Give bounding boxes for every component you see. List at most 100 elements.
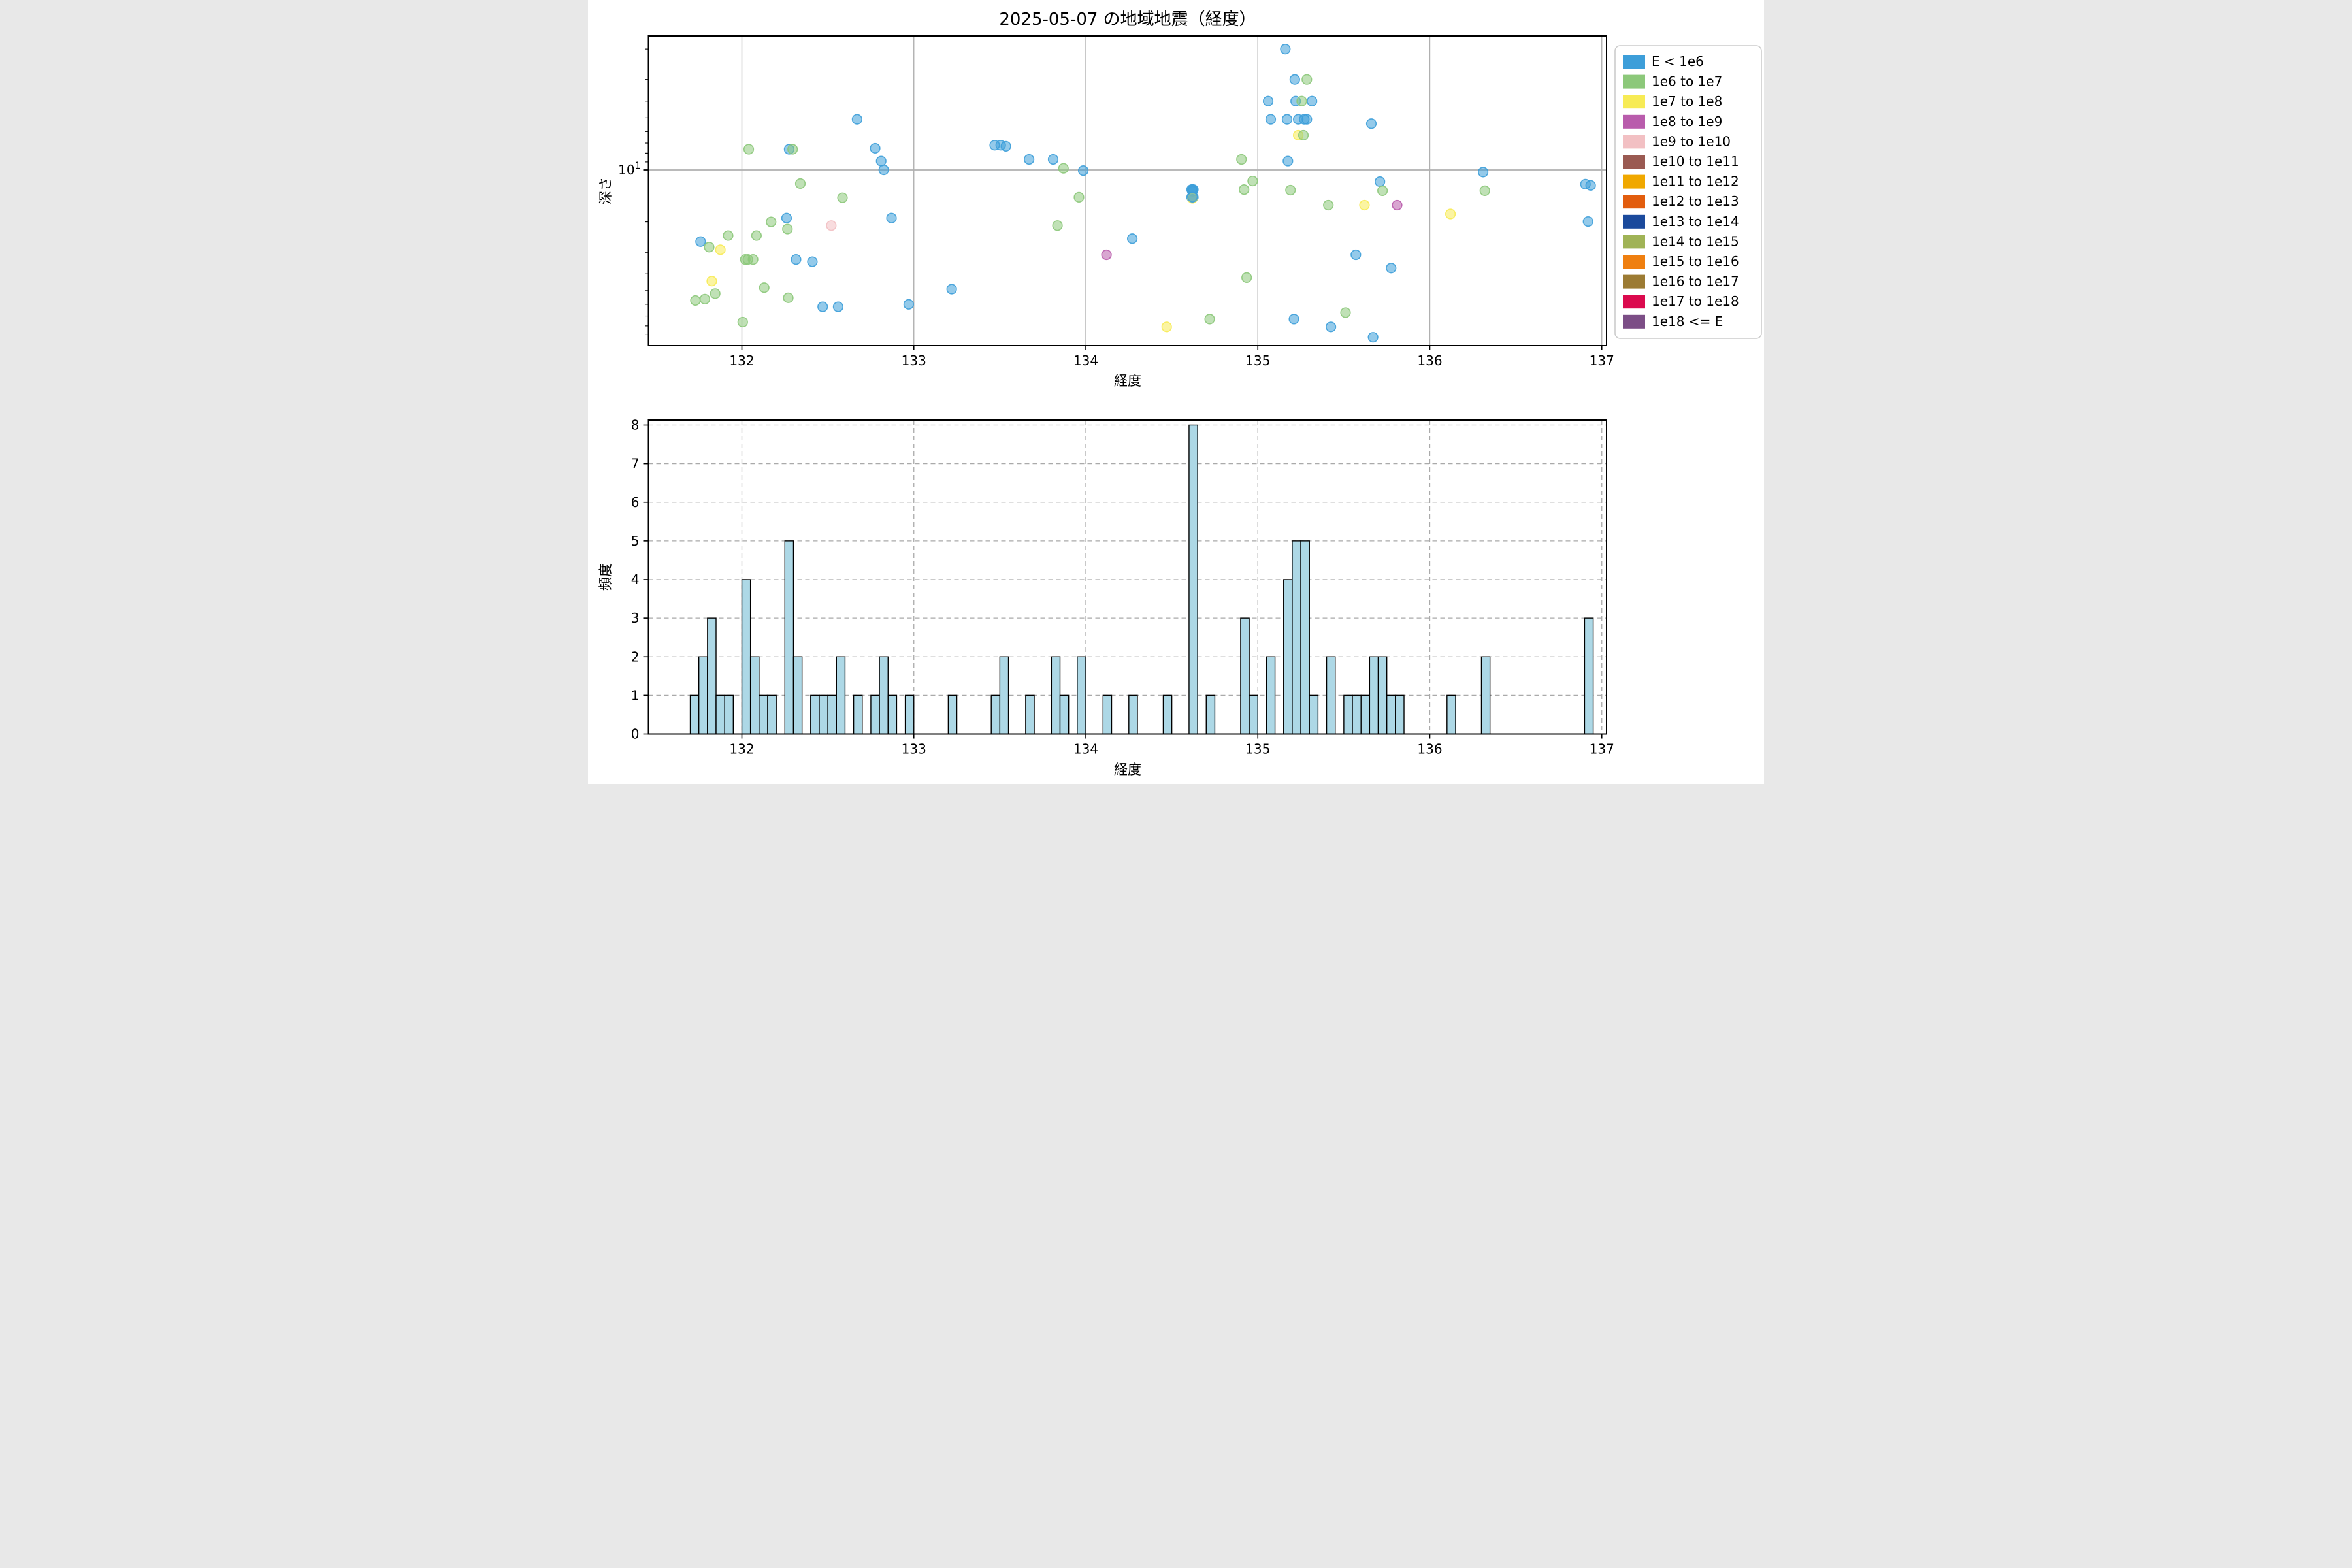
scatter-ticks: 132 133 134 135 136 137 101	[618, 48, 1614, 368]
legend-item-label: 1e12 to 1e13	[1652, 193, 1739, 209]
legend-item-label: 1e16 to 1e17	[1652, 274, 1739, 289]
scatter-point	[837, 192, 848, 203]
legend-item-label: 1e13 to 1e14	[1652, 214, 1739, 229]
histogram-bar	[741, 579, 751, 735]
scatter-legend: E < 1e6 1e6 to 1e7 1e7 to 1e8 1e8 to 1e9 1e9…	[1614, 45, 1762, 339]
scatter-point	[886, 212, 897, 223]
histogram-bar	[1162, 694, 1173, 735]
histogram-bar	[749, 656, 760, 735]
histogram-axes-frame	[647, 419, 1607, 735]
scatter-point	[1285, 184, 1296, 196]
legend-box	[1614, 45, 1762, 339]
scatter-point	[1359, 199, 1370, 211]
scatter-xtick-label-132: 132	[729, 353, 754, 368]
histogram-bar	[759, 694, 768, 735]
hist-xtick-label-132: 132	[729, 742, 754, 757]
scatter-point	[1340, 307, 1351, 318]
scatter-point	[690, 295, 701, 306]
scatter-point	[781, 212, 792, 223]
histogram-bar	[1249, 694, 1258, 735]
scatter-point	[706, 276, 717, 287]
legend-swatch	[1623, 255, 1645, 269]
scatter-point	[875, 155, 887, 167]
legend-swatch	[1623, 274, 1645, 289]
legend-swatch	[1623, 155, 1645, 169]
scatter-point	[826, 220, 837, 231]
scatter-point	[1161, 321, 1172, 333]
scatter-point	[870, 142, 881, 154]
histogram-bar	[1480, 656, 1491, 735]
legend-item-label: 1e6 to 1e7	[1652, 74, 1722, 90]
scatter-xtick-label-134: 134	[1073, 353, 1098, 368]
hist-ytick-label-3: 3	[631, 610, 640, 626]
scatter-point	[1289, 74, 1300, 85]
histogram-bar	[1360, 694, 1371, 735]
legend-item-label: 1e14 to 1e15	[1652, 233, 1739, 249]
scatter-point	[766, 216, 777, 227]
scatter-point	[747, 254, 759, 265]
histogram-bar	[689, 694, 700, 735]
histogram-bar	[1188, 424, 1198, 735]
histogram-bar	[724, 694, 734, 735]
scatter-point	[1375, 176, 1386, 188]
histogram-ticks: 132 133 134 135 136 137 0 1 2 3 4 5 6 7 8	[631, 417, 1614, 757]
histogram-bar	[1266, 656, 1276, 735]
histogram-bar	[1326, 656, 1336, 735]
scatter-point	[1386, 263, 1397, 274]
scatter-xtick-label-133: 133	[902, 353, 926, 368]
scatter-point	[851, 114, 862, 125]
scatter-point	[1478, 167, 1489, 178]
histogram-bar	[904, 694, 915, 735]
scatter-point	[878, 164, 889, 176]
scatter-point	[1301, 74, 1313, 85]
legend-swatch	[1623, 174, 1645, 189]
scatter-point	[699, 293, 711, 304]
scatter-point	[1307, 95, 1318, 106]
legend-item-label: 1e17 to 1e18	[1652, 293, 1739, 309]
legend-swatch	[1623, 95, 1645, 109]
histogram-bar	[853, 694, 863, 735]
scatter-point	[1585, 180, 1596, 191]
hist-xtick-label-137: 137	[1590, 742, 1614, 757]
scatter-point	[704, 242, 715, 253]
scatter-point	[751, 230, 762, 241]
histogram-bar	[810, 694, 820, 735]
scatter-point	[1298, 129, 1309, 141]
histogram-bar	[1025, 694, 1035, 735]
histogram-bar	[1240, 617, 1250, 735]
scatter-point	[1392, 199, 1403, 211]
hist-ytick-label-2: 2	[631, 649, 640, 664]
legend-item-label: 1e15 to 1e16	[1652, 253, 1739, 269]
scatter-point	[737, 316, 748, 328]
hist-xtick-label-136: 136	[1417, 742, 1442, 757]
histogram-bar	[1051, 656, 1061, 735]
scatter-point	[1073, 191, 1085, 203]
scatter-point	[1265, 114, 1277, 125]
scatter-xtick-label-136: 136	[1417, 353, 1442, 368]
legend-swatch	[1623, 314, 1645, 329]
histogram-bar	[1369, 656, 1379, 735]
scatter-point	[743, 144, 755, 155]
figure-canvas: 2025-05-07 の地域地震（経度） 132 133 134 135 136 137 1…	[598, 10, 1762, 777]
hist-xtick-label-135: 135	[1245, 742, 1270, 757]
scatter-point	[710, 288, 721, 299]
scatter-ytick-label-10e1: 101	[618, 161, 640, 178]
histogram-bar	[947, 694, 958, 735]
histogram-bar	[1128, 694, 1138, 735]
scatter-points-layer	[690, 44, 1596, 343]
histogram-bar	[1309, 694, 1319, 735]
scatter-point	[715, 244, 726, 255]
scatter-point	[1047, 154, 1059, 165]
matplotlib-figure: 2025-05-07 の地域地震（経度） 132 133 134 135 136 137 1…	[588, 0, 1764, 784]
legend-item-label: 1e18 <= E	[1652, 314, 1723, 329]
scatter-point	[817, 301, 828, 312]
scatter-point	[1479, 185, 1490, 196]
scatter-point	[1282, 155, 1294, 167]
histogram-bar	[1377, 656, 1388, 735]
scatter-point	[1326, 321, 1337, 333]
chart-title: 2025-05-07 の地域地震（経度）	[999, 10, 1256, 29]
histogram-bar	[1300, 540, 1310, 735]
legend-item-label: 1e8 to 1e9	[1652, 114, 1722, 129]
legend-item-label: 1e11 to 1e12	[1652, 174, 1739, 189]
scatter-point	[1000, 140, 1011, 152]
